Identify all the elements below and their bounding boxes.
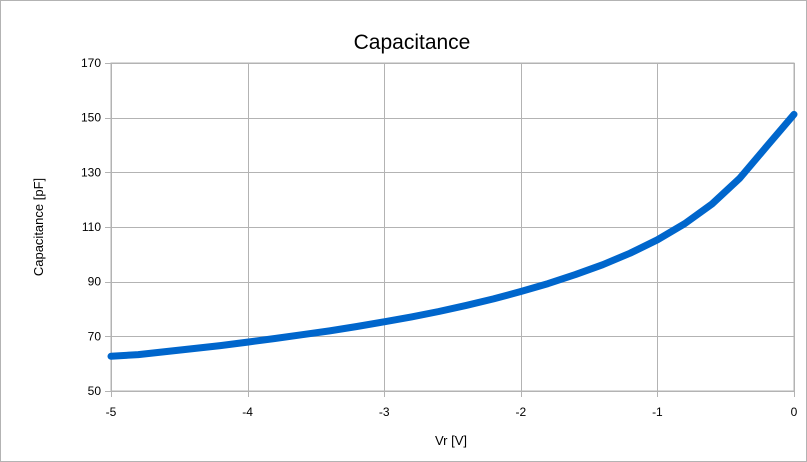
x-tick-label: -4 — [242, 405, 253, 419]
x-axis-label: Vr [V] — [435, 433, 467, 448]
y-tick-label: 110 — [82, 220, 101, 234]
x-tick-label: 0 — [791, 405, 798, 419]
y-tick-label: 170 — [81, 56, 101, 70]
x-tick-label: -5 — [106, 405, 117, 419]
y-tick-label: 90 — [88, 275, 102, 289]
plot-frame — [110, 62, 795, 392]
x-tick-label: -3 — [379, 405, 390, 419]
y-tick-label: 50 — [88, 384, 102, 398]
x-tick-label: -2 — [515, 405, 526, 419]
y-tick-label: 70 — [88, 329, 102, 343]
series-line-0 — [107, 110, 798, 360]
y-tick-label: 130 — [81, 165, 101, 179]
x-tick-labels: -5 -4 -3 -2 -1 0 — [106, 405, 798, 419]
chart-title: Capacitance — [354, 31, 471, 54]
x-tick-label: -1 — [652, 405, 663, 419]
series-layer — [107, 110, 798, 360]
y-tick-label: 150 — [81, 111, 101, 125]
y-axis-label: Capacitance [pF] — [31, 178, 46, 276]
y-tick-labels: 50 70 90 110 130 150 170 — [81, 56, 101, 398]
